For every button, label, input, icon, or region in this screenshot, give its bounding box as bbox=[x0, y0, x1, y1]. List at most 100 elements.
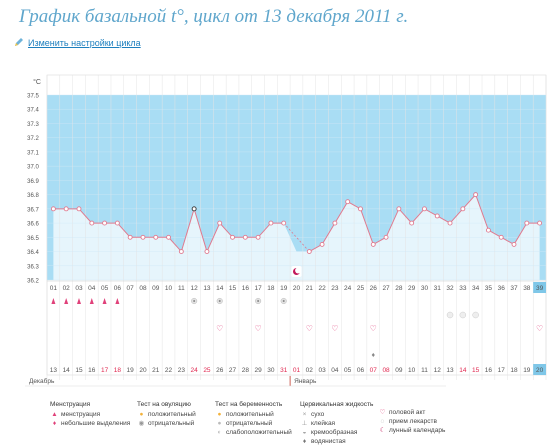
y-tick-label: 36.4 bbox=[27, 250, 39, 256]
pregnancy-test-icon bbox=[446, 311, 454, 319]
heart-icon: ♡ bbox=[370, 324, 377, 333]
day-number-label: 08 bbox=[139, 285, 147, 292]
temperature-point bbox=[524, 220, 530, 226]
date-label: 02 bbox=[306, 367, 314, 374]
ovulation-negative-icon bbox=[255, 297, 262, 305]
y-tick-label: 36.9 bbox=[27, 179, 39, 185]
day-number-label: 02 bbox=[63, 285, 71, 292]
ovulation-negative-icon bbox=[191, 297, 198, 305]
day-number-label: 10 bbox=[165, 285, 173, 292]
y-tick-label: 36.8 bbox=[27, 193, 39, 199]
day-number-label: 33 bbox=[459, 285, 467, 292]
date-label: 14 bbox=[459, 367, 467, 374]
day-number-label: 11 bbox=[178, 285, 185, 292]
menstruation-icon bbox=[89, 298, 94, 304]
day-number-label: 17 bbox=[254, 285, 262, 292]
date-label: 15 bbox=[472, 367, 480, 374]
temperature-point bbox=[511, 241, 517, 247]
date-label: 17 bbox=[498, 367, 506, 374]
day-number-label: 24 bbox=[344, 285, 352, 292]
temperature-point bbox=[537, 220, 543, 226]
date-label: 07 bbox=[370, 367, 378, 374]
legend-title: Менструация bbox=[50, 401, 91, 408]
temperature-point bbox=[447, 220, 453, 226]
day-number-label: 35 bbox=[485, 285, 493, 292]
date-label: 17 bbox=[101, 367, 109, 374]
menstruation-icon bbox=[64, 298, 69, 304]
day-number-label: 26 bbox=[370, 285, 378, 292]
legend-item: × сухо bbox=[302, 411, 325, 418]
settings-link-label: Изменить настройки цикла bbox=[28, 38, 141, 48]
date-label: 13 bbox=[446, 367, 454, 374]
date-label: 27 bbox=[229, 367, 237, 374]
day-number-label: 12 bbox=[191, 285, 199, 292]
menstruation-icon bbox=[102, 298, 107, 304]
date-label: 24 bbox=[191, 367, 199, 374]
temperature-point bbox=[460, 206, 466, 212]
day-number-label: 07 bbox=[127, 285, 135, 292]
temperature-point bbox=[166, 234, 172, 240]
day-number-label: 31 bbox=[434, 285, 442, 292]
temperature-point bbox=[383, 234, 389, 240]
date-label: 10 bbox=[408, 367, 416, 374]
legend-pregnancy: Тест на беременность ● положительный ● отр… bbox=[215, 400, 292, 437]
temperature-point bbox=[230, 234, 235, 240]
temperature-point bbox=[281, 220, 287, 226]
y-tick-label: 37.1 bbox=[27, 150, 39, 156]
temperature-point bbox=[421, 206, 427, 212]
date-label: 16 bbox=[485, 367, 493, 374]
date-label: 11 bbox=[421, 367, 428, 374]
temperature-point bbox=[217, 220, 223, 226]
legend-item: ☾ лунный календарь bbox=[379, 427, 446, 434]
day-number-label: 28 bbox=[395, 285, 403, 292]
heart-icon: ♡ bbox=[216, 324, 223, 333]
temperature-point bbox=[485, 227, 491, 233]
settings-link[interactable]: Изменить настройки цикла bbox=[14, 38, 141, 48]
legend-item: ◒ кремообразная bbox=[302, 429, 358, 436]
drop-icon: ♦ bbox=[371, 352, 375, 359]
legend-title: Цервикальная жидкость bbox=[300, 401, 374, 408]
ovulation-negative-icon bbox=[216, 297, 223, 305]
day-number-label: 37 bbox=[510, 285, 518, 292]
day-number-label: 22 bbox=[318, 285, 326, 292]
legend-item: ♦ водянистая bbox=[302, 438, 346, 445]
day-number-label: 16 bbox=[242, 285, 250, 292]
day-number-label: 05 bbox=[101, 285, 109, 292]
y-tick-label: 37.0 bbox=[27, 165, 39, 171]
date-label: 09 bbox=[395, 367, 403, 374]
legend-title: Тест на овуляцию bbox=[137, 401, 191, 408]
day-number-label: 23 bbox=[331, 285, 339, 292]
heart-icon: ♡ bbox=[331, 324, 338, 333]
y-axis-label: °C bbox=[33, 78, 41, 86]
heart-icon: ♡ bbox=[306, 324, 313, 333]
pregnancy-test-icon bbox=[459, 311, 467, 319]
date-label: 20 bbox=[139, 367, 147, 374]
heart-icon: ♡ bbox=[255, 324, 262, 333]
date-label: 23 bbox=[178, 367, 186, 374]
day-number-label: 25 bbox=[357, 285, 365, 292]
date-label: 14 bbox=[63, 367, 71, 374]
date-label: 13 bbox=[50, 367, 58, 374]
temperature-point bbox=[358, 206, 363, 212]
y-tick-label: 37.2 bbox=[27, 136, 39, 142]
date-label: 25 bbox=[203, 367, 211, 374]
date-label: 04 bbox=[331, 367, 339, 374]
date-label: 29 bbox=[254, 367, 262, 374]
date-label: 20 bbox=[536, 367, 544, 374]
day-number-label: 18 bbox=[267, 285, 275, 292]
date-label: 22 bbox=[165, 367, 173, 374]
temperature-point bbox=[498, 234, 504, 240]
day-number-label: 14 bbox=[216, 285, 224, 292]
day-number-label: 06 bbox=[114, 285, 122, 292]
date-label: 21 bbox=[152, 367, 160, 374]
date-label: 08 bbox=[382, 367, 390, 374]
legend-item: ◐ слабоположительный bbox=[217, 429, 292, 436]
current-date-highlight bbox=[533, 364, 546, 375]
legend-mucus: Цервикальная жидкость × сухо ⊥ клейкая ◒ кр… bbox=[300, 400, 373, 446]
y-tick-label: 36.3 bbox=[27, 264, 39, 270]
day-number-label: 04 bbox=[88, 285, 96, 292]
day-number-label: 27 bbox=[382, 285, 390, 292]
date-label: 06 bbox=[357, 367, 365, 374]
menstruation-icon bbox=[51, 298, 56, 304]
